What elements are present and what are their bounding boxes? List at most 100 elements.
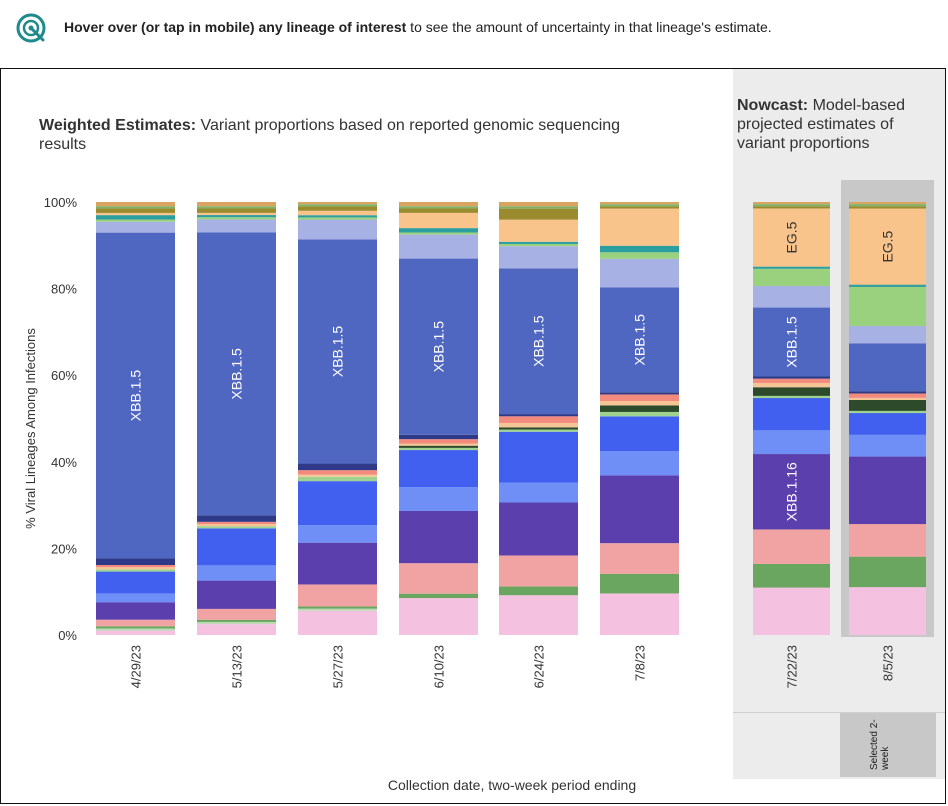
bar-segment[interactable]	[753, 387, 830, 396]
bar-segment[interactable]	[96, 619, 175, 627]
bar-segment[interactable]	[197, 608, 276, 620]
bar-segment[interactable]	[849, 556, 926, 588]
bar-segment[interactable]	[849, 587, 926, 635]
bar-segment[interactable]	[96, 628, 175, 631]
bar-segment[interactable]	[499, 206, 578, 209]
bar-segment[interactable]	[600, 451, 679, 476]
bar-segment[interactable]	[197, 624, 276, 635]
bar-segment[interactable]	[298, 215, 377, 218]
bar-segment[interactable]	[849, 391, 926, 394]
bar-segment[interactable]	[849, 413, 926, 435]
bar-segment[interactable]	[197, 217, 276, 220]
bar-segment[interactable]	[499, 246, 578, 269]
bar-segment[interactable]	[753, 430, 830, 455]
bar-segment[interactable]	[197, 524, 276, 527]
bar-segment[interactable]	[96, 219, 175, 222]
bar-segment[interactable]	[298, 202, 377, 205]
bar-segment[interactable]	[849, 343, 926, 392]
bar-segment[interactable]	[96, 215, 175, 220]
bar-segment[interactable]	[499, 416, 578, 423]
bar-segment[interactable]	[499, 431, 578, 483]
bar-segment[interactable]	[753, 587, 830, 635]
bar-segment[interactable]	[600, 416, 679, 452]
bar-segment[interactable]	[298, 206, 377, 211]
bar-segment[interactable]	[849, 397, 926, 401]
bar-segment[interactable]	[197, 219, 276, 233]
bar-segment[interactable]	[298, 470, 377, 475]
bar-segment[interactable]	[753, 268, 830, 287]
bar-segment[interactable]	[600, 405, 679, 412]
bar-segment[interactable]	[499, 586, 578, 596]
bar-segment[interactable]	[197, 215, 276, 218]
bar-segment[interactable]	[399, 439, 478, 444]
bar-segment[interactable]	[298, 610, 377, 635]
bar-segment[interactable]	[298, 239, 377, 464]
bar-segment[interactable]	[96, 212, 175, 216]
bar-segment[interactable]	[499, 202, 578, 207]
bar-segment[interactable]	[753, 454, 830, 530]
bar-segment[interactable]	[849, 204, 926, 207]
bar-segment[interactable]	[298, 474, 377, 477]
bar-segment[interactable]	[298, 608, 377, 611]
bar-segment[interactable]	[849, 393, 926, 398]
bar-segment[interactable]	[96, 232, 175, 559]
bar-segment[interactable]	[399, 258, 478, 435]
bar-segment[interactable]	[600, 206, 679, 209]
bar-segment[interactable]	[96, 593, 175, 603]
bar-segment[interactable]	[96, 602, 175, 620]
bar-segment[interactable]	[399, 208, 478, 213]
bar-segment[interactable]	[600, 411, 679, 417]
bar-segment[interactable]	[499, 595, 578, 635]
bar-segment[interactable]	[197, 515, 276, 522]
bar-segment[interactable]	[399, 445, 478, 448]
bar-segment[interactable]	[753, 382, 830, 388]
bar-segment[interactable]	[298, 542, 377, 585]
bar-segment[interactable]	[499, 208, 578, 220]
bar-segment[interactable]	[849, 456, 926, 525]
bar-segment[interactable]	[753, 208, 830, 267]
bar-segment[interactable]	[298, 219, 377, 240]
bar-segment[interactable]	[197, 526, 276, 529]
bar-segment[interactable]	[399, 202, 478, 207]
bar-segment[interactable]	[499, 243, 578, 247]
bar-segment[interactable]	[753, 378, 830, 383]
bar-segment[interactable]	[399, 228, 478, 233]
bar-segment[interactable]	[849, 202, 926, 205]
bar-segment[interactable]	[849, 206, 926, 209]
bar-segment[interactable]	[197, 202, 276, 207]
bar-segment[interactable]	[197, 208, 276, 213]
bar-segment[interactable]	[399, 212, 478, 229]
bar-segment[interactable]	[753, 398, 830, 431]
bar-segment[interactable]	[399, 487, 478, 511]
bar-segment[interactable]	[600, 287, 679, 393]
bar-segment[interactable]	[399, 443, 478, 446]
bar-segment[interactable]	[600, 401, 679, 406]
bar-segment[interactable]	[96, 630, 175, 635]
bar-segment[interactable]	[197, 621, 276, 625]
bar-segment[interactable]	[753, 202, 830, 205]
bar-segment[interactable]	[753, 204, 830, 207]
bar-segment[interactable]	[753, 206, 830, 209]
bar-segment[interactable]	[499, 555, 578, 587]
bar-segment[interactable]	[753, 307, 830, 377]
bar-segment[interactable]	[600, 258, 679, 288]
bar-segment[interactable]	[753, 563, 830, 588]
bar-segment[interactable]	[499, 502, 578, 556]
bar-segment[interactable]	[298, 204, 377, 207]
bar-segment[interactable]	[399, 510, 478, 564]
bar-segment[interactable]	[849, 400, 926, 411]
bar-segment[interactable]	[96, 567, 175, 570]
bar-segment[interactable]	[197, 580, 276, 609]
bar-segment[interactable]	[600, 573, 679, 594]
bar-segment[interactable]	[399, 447, 478, 451]
bar-segment[interactable]	[399, 450, 478, 488]
bar-segment[interactable]	[753, 529, 830, 564]
bar-segment[interactable]	[753, 286, 830, 308]
bar-segment[interactable]	[399, 232, 478, 235]
bar-segment[interactable]	[298, 525, 377, 543]
bar-segment[interactable]	[197, 565, 276, 581]
bar-segment[interactable]	[197, 206, 276, 209]
bar-segment[interactable]	[499, 219, 578, 242]
bar-segment[interactable]	[849, 208, 926, 285]
bar-segment[interactable]	[399, 593, 478, 599]
